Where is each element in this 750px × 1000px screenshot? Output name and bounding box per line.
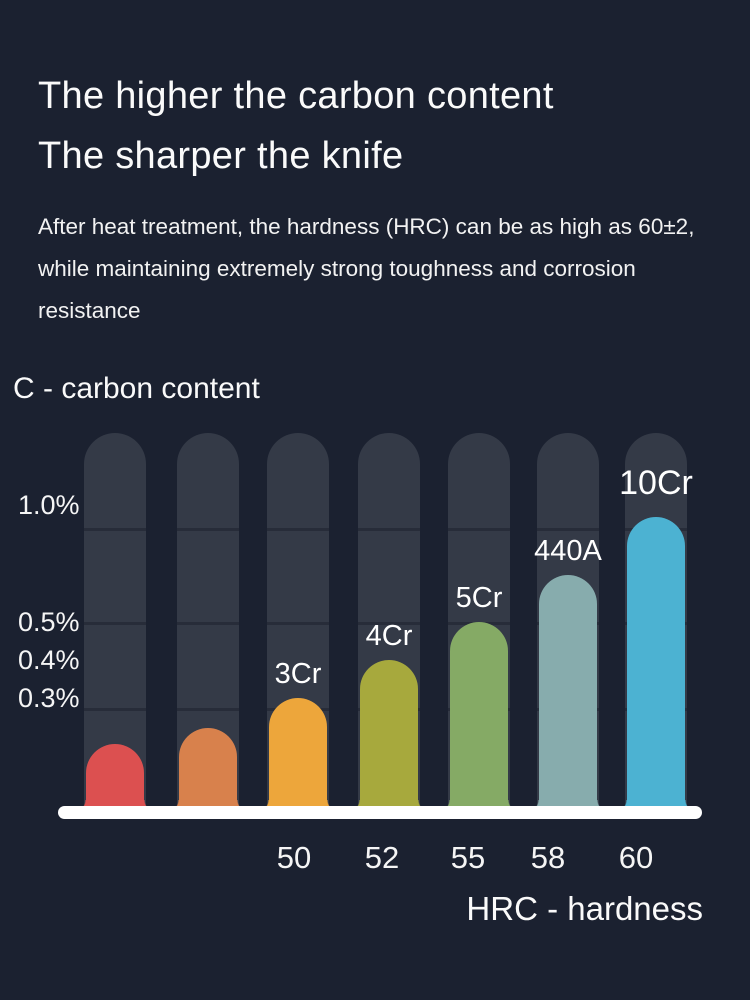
x-tick-label: 50 bbox=[276, 840, 312, 875]
bar-value-label: 3Cr bbox=[274, 658, 322, 690]
bar-10cr bbox=[627, 516, 685, 812]
axis-baseline bbox=[58, 806, 702, 819]
bar-3cr bbox=[269, 698, 327, 812]
x-tick-label: 60 bbox=[618, 840, 654, 875]
track-segment-line bbox=[358, 528, 420, 531]
track-segment-line bbox=[448, 528, 510, 531]
track-segment-line bbox=[537, 528, 599, 531]
track-segment-line bbox=[84, 622, 146, 625]
subtitle-line-1: After heat treatment, the hardness (HRC)… bbox=[38, 214, 695, 239]
bar-value-label: 440A bbox=[534, 535, 602, 568]
bar-value-label: 10Cr bbox=[619, 463, 693, 502]
track-segment-line bbox=[177, 622, 239, 625]
subtitle: After heat treatment, the hardness (HRC)… bbox=[38, 206, 694, 332]
bar-5cr bbox=[450, 622, 508, 812]
y-tick-label: 0.3% bbox=[18, 683, 80, 713]
y-axis-title: C - carbon content bbox=[13, 372, 260, 405]
bar-col2 bbox=[179, 728, 237, 812]
x-tick-label: 55 bbox=[450, 840, 486, 875]
track-segment-line bbox=[84, 708, 146, 711]
bar-value-label: 5Cr bbox=[455, 582, 503, 614]
x-tick-label: 52 bbox=[364, 840, 400, 875]
subtitle-line-2: while maintaining extremely strong tough… bbox=[38, 256, 636, 281]
y-tick-label: 0.5% bbox=[18, 607, 80, 637]
bar-value-label: 4Cr bbox=[365, 620, 413, 652]
y-tick-label: 1.0% bbox=[18, 490, 80, 520]
track-segment-line bbox=[177, 528, 239, 531]
bar-4cr bbox=[360, 660, 418, 812]
track-segment-line bbox=[177, 708, 239, 711]
headline: The higher the carbon content The sharpe… bbox=[38, 66, 554, 186]
x-axis-title: HRC - hardness bbox=[466, 890, 703, 927]
track-segment-line bbox=[358, 622, 420, 625]
y-tick-label: 0.4% bbox=[18, 645, 80, 675]
x-tick-label: 58 bbox=[530, 840, 566, 875]
headline-line-2: The sharper the knife bbox=[38, 135, 404, 177]
bar-440a bbox=[539, 575, 597, 812]
track-segment-line bbox=[267, 528, 329, 531]
bar-col1 bbox=[86, 743, 144, 812]
subtitle-line-3: resistance bbox=[38, 298, 141, 323]
track-segment-line bbox=[84, 528, 146, 531]
track-segment-line bbox=[267, 622, 329, 625]
headline-line-1: The higher the carbon content bbox=[38, 75, 554, 117]
